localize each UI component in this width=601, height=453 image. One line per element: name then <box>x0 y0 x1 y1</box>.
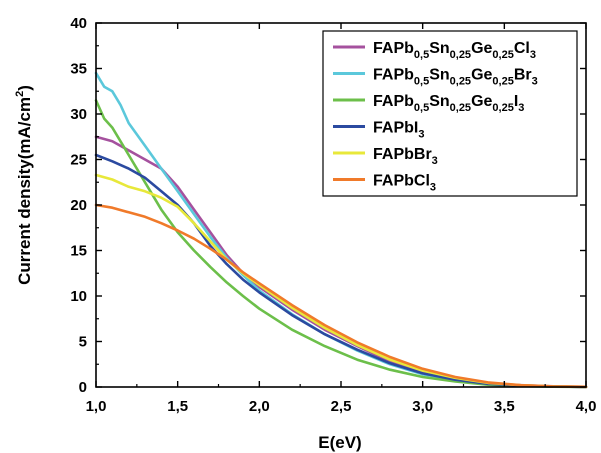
legend-label-2: FAPb0,5Sn0,25Ge0,25Br3 <box>373 67 538 88</box>
x-tick-label: 4,0 <box>576 398 597 415</box>
y-tick-label: 15 <box>70 243 87 260</box>
y-tick-label: 20 <box>70 197 87 214</box>
y-tick-label: 40 <box>70 15 87 32</box>
x-axis-title: E(eV) <box>318 433 361 452</box>
x-tick-label: 1,0 <box>86 398 107 415</box>
y-tick-label: 25 <box>70 152 87 169</box>
y-axis-title-main: Current density(mA/cm <box>15 97 34 285</box>
x-tick-label: 1,5 <box>167 398 188 415</box>
x-tick-label: 2,0 <box>249 398 270 415</box>
y-tick-label: 35 <box>70 61 87 78</box>
legend: FAPb0,5Sn0,25Ge0,25Cl3 FAPb0,5Sn0,25Ge0,2… <box>322 30 578 197</box>
x-tick-label: 3,5 <box>494 398 515 415</box>
y-tick-label: 0 <box>79 379 87 396</box>
legend-label-1: FAPb0,5Sn0,25Ge0,25Cl3 <box>373 40 536 61</box>
y-tick-label: 30 <box>70 106 87 123</box>
legend-label-5: FAPbBr3 <box>373 146 438 167</box>
x-tick-label: 2,5 <box>331 398 352 415</box>
y-axis-title-close: ) <box>15 85 34 91</box>
y-axis-title: Current density(mA/cm2) <box>14 85 34 285</box>
y-tick-label: 5 <box>79 334 87 351</box>
x-tick-label: 3,0 <box>412 398 433 415</box>
legend-label-3: FAPb0,5Sn0,25Ge0,25I3 <box>373 93 524 114</box>
legend-box <box>322 30 578 197</box>
series-line-3 <box>94 99 588 389</box>
legend-label-4: FAPbI3 <box>373 120 424 141</box>
y-tick-label: 10 <box>70 288 87 305</box>
series-layer <box>94 71 588 389</box>
y-axis-title-sup: 2 <box>14 91 26 97</box>
ticks: 1,0 1,5 2,0 2,5 3,0 3,5 4,0 0 5 10 15 20 25 30 35 40 <box>70 15 596 415</box>
series-line-6 <box>94 203 588 389</box>
legend-label-6: FAPbCl3 <box>373 173 436 194</box>
